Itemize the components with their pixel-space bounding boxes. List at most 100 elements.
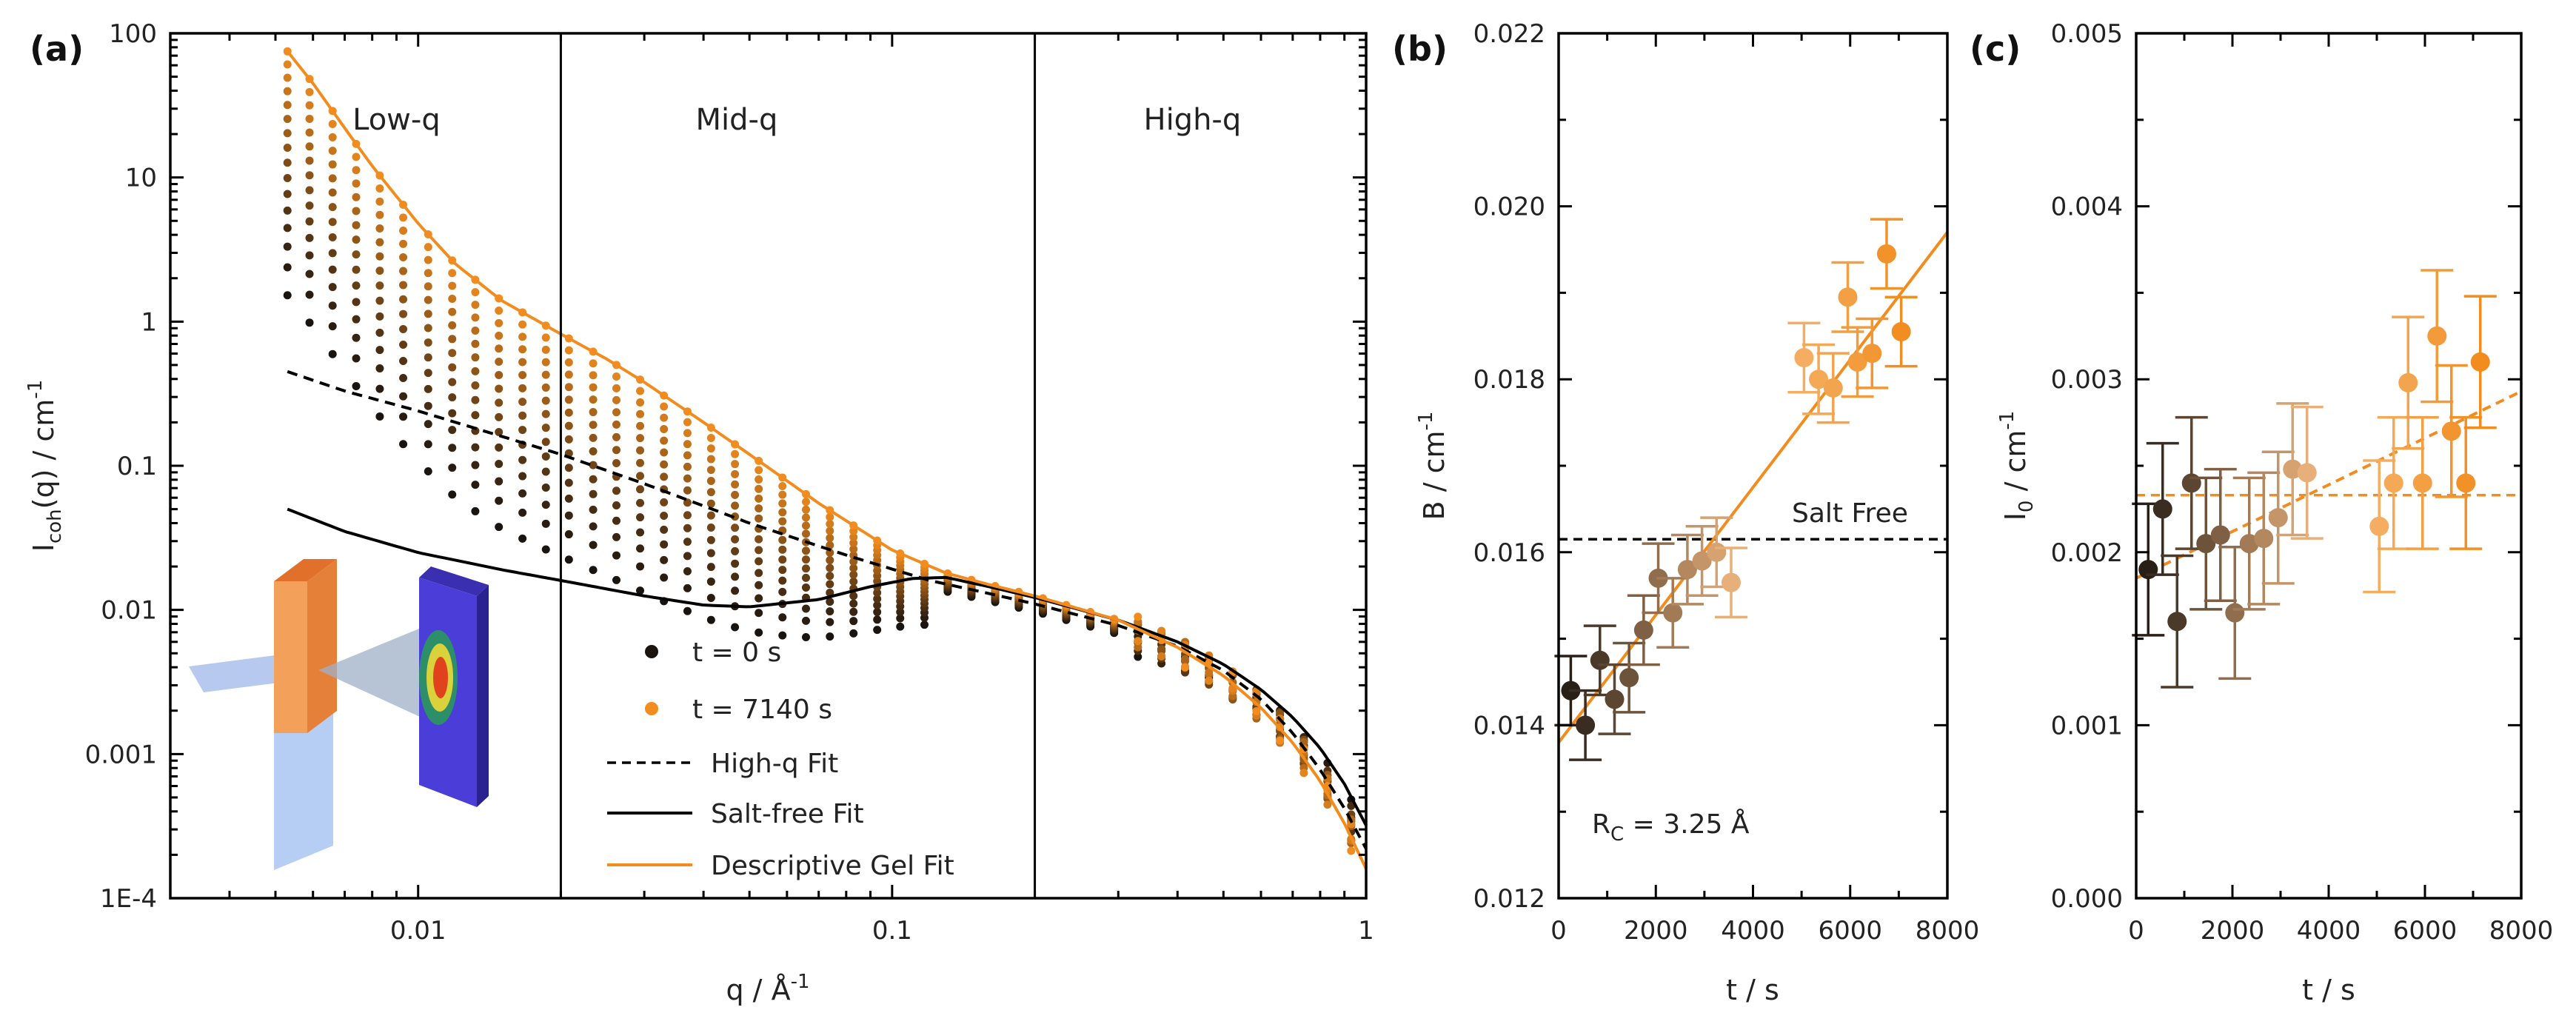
data-point xyxy=(541,383,550,392)
data-point xyxy=(706,488,715,497)
data-point xyxy=(731,469,740,478)
data-point xyxy=(424,243,432,252)
data-point xyxy=(424,369,432,378)
data-point xyxy=(801,564,810,573)
panel-b-y-tick-label: 0.022 xyxy=(1473,19,1545,49)
data-point xyxy=(305,87,314,96)
panel-a-y-ticks: 1E-4 0.001 0.01 0.1 1 10 100 xyxy=(85,19,1366,914)
panel-c-data-point xyxy=(2398,372,2418,392)
data-point xyxy=(1252,706,1261,715)
panel-b-x-tick-label: 0 xyxy=(1550,916,1567,946)
data-point xyxy=(636,498,645,507)
data-point xyxy=(826,564,834,572)
panel-c-data-point xyxy=(2254,529,2274,549)
data-point xyxy=(541,396,550,405)
data-point xyxy=(399,213,408,222)
panel-a-x-label-main: q / Å xyxy=(726,974,790,1006)
data-point xyxy=(305,101,314,110)
data-point xyxy=(424,420,432,429)
panel-a-chart: Low-q Mid-q High-q t = 0 s t = 7140 s xyxy=(24,19,1374,1006)
data-point xyxy=(706,511,715,520)
data-point xyxy=(518,332,527,341)
data-point xyxy=(731,535,740,544)
panel-b-y-tick-label: 0.012 xyxy=(1473,884,1545,914)
data-point xyxy=(706,535,715,544)
data-point xyxy=(778,508,787,517)
data-point xyxy=(541,424,550,432)
data-point xyxy=(683,606,692,615)
panel-c-data-point xyxy=(2181,473,2201,493)
data-point xyxy=(660,472,669,481)
data-point xyxy=(731,524,740,532)
data-point xyxy=(801,498,810,506)
data-point xyxy=(731,546,740,555)
data-point xyxy=(731,449,740,458)
data-point xyxy=(660,413,669,422)
data-point xyxy=(448,281,457,290)
data-point xyxy=(683,462,692,471)
data-point xyxy=(495,459,504,468)
data-point xyxy=(352,315,361,324)
data-point xyxy=(305,251,314,260)
data-point xyxy=(612,551,620,560)
panel-c-data-point xyxy=(2441,421,2461,441)
data-point xyxy=(706,615,715,624)
data-point xyxy=(683,474,692,483)
data-point xyxy=(683,511,692,520)
data-point xyxy=(352,207,361,215)
detector-side xyxy=(477,585,489,807)
data-point xyxy=(636,387,645,395)
panel-c-y-tick-label: 0.000 xyxy=(2051,884,2123,914)
data-point xyxy=(755,594,763,603)
data-point xyxy=(660,512,669,521)
data-point xyxy=(564,408,573,417)
panel-b-data-point xyxy=(1876,244,1896,264)
detector-top xyxy=(419,566,489,596)
y-tick-label: 1E-4 xyxy=(100,884,157,914)
data-point xyxy=(399,226,408,235)
data-point xyxy=(283,144,292,153)
data-point xyxy=(589,408,598,417)
panel-c-x-tick-label: 4000 xyxy=(2297,916,2361,946)
data-point xyxy=(283,115,292,124)
panel-c-data-point xyxy=(2470,352,2490,372)
data-point xyxy=(706,466,715,475)
data-point xyxy=(636,544,645,553)
panel-a-y-label-rest: (q) / cm xyxy=(27,399,60,509)
data-point xyxy=(589,359,598,368)
data-point xyxy=(873,626,882,635)
data-point xyxy=(448,321,457,330)
data-point xyxy=(589,489,598,498)
panel-c-data-points xyxy=(2132,269,2497,689)
data-point xyxy=(518,534,527,543)
data-point xyxy=(873,601,882,609)
data-point xyxy=(471,288,480,297)
panel-b-chart: Salt Free RC = 3.25 Å 0 2000 4000 6000 8000 … xyxy=(1415,19,1979,1006)
data-point xyxy=(755,535,763,544)
data-point xyxy=(778,555,787,564)
panel-b-data-point xyxy=(1823,378,1843,398)
data-point xyxy=(1276,736,1285,745)
data-point xyxy=(826,632,834,641)
panel-a-x-ticks: 0.01 0.1 1 xyxy=(169,33,1374,946)
data-point xyxy=(305,201,314,210)
data-point xyxy=(352,281,361,290)
panel-b-frame xyxy=(1557,32,1949,900)
data-point xyxy=(636,485,645,494)
data-point xyxy=(589,522,598,531)
panel-b-y-tick-label: 0.016 xyxy=(1473,538,1545,568)
data-point xyxy=(778,566,787,575)
data-point xyxy=(375,224,384,233)
data-point xyxy=(448,335,457,344)
data-point xyxy=(305,114,314,123)
data-point xyxy=(352,333,361,342)
y-tick-label: 0.001 xyxy=(85,740,157,769)
panel-c-label: (c) xyxy=(1970,29,2021,69)
data-point xyxy=(706,594,715,603)
data-point xyxy=(399,281,408,290)
region-label-high-q: High-q xyxy=(1143,103,1241,137)
panel-c-y-tick-label: 0.002 xyxy=(2051,538,2123,568)
data-point xyxy=(541,409,550,418)
data-point xyxy=(328,283,337,292)
data-point xyxy=(283,263,292,272)
